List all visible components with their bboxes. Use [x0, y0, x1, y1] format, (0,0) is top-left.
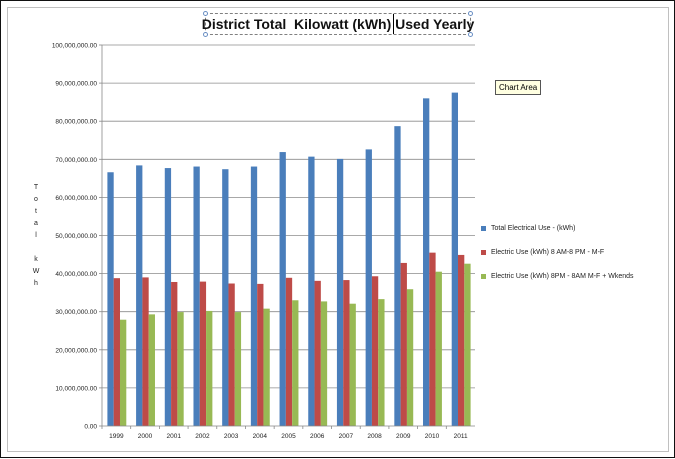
- bar-1-1999[interactable]: [107, 172, 114, 426]
- legend-item[interactable]: Electric Use (kWh) 8 AM-8 PM - M-F: [481, 247, 634, 257]
- chart-title-part-1: District Total Kilowatt (kWh): [201, 16, 392, 32]
- bar-1-2010[interactable]: [423, 98, 430, 426]
- y-axis-title-char: l: [35, 232, 37, 239]
- bar-2-2001[interactable]: [171, 281, 178, 426]
- bar-2-1999[interactable]: [113, 278, 120, 426]
- x-tick-label: 2011: [454, 433, 468, 440]
- legend-label: Electric Use (kWh) 8 AM-8 PM - M-F: [491, 248, 605, 256]
- y-tick-label: 40,000,000.00: [55, 271, 97, 278]
- bar-2-2007[interactable]: [343, 280, 350, 426]
- x-tick-label: 2000: [138, 433, 153, 440]
- y-tick-label: 60,000,000.00: [55, 195, 97, 202]
- bar-2-2004[interactable]: [257, 283, 264, 426]
- bar-2-2000[interactable]: [142, 277, 149, 426]
- y-tick-label: 10,000,000.00: [55, 385, 97, 392]
- chart-area[interactable]: [7, 7, 669, 452]
- legend-label: Total Electrical Use - (kWh): [491, 224, 576, 232]
- legend-label: Electric Use (kWh) 8PM - 8AM M-F + Wkend…: [491, 272, 634, 280]
- x-tick-label: 2005: [281, 433, 296, 440]
- bar-3-1999[interactable]: [119, 319, 127, 426]
- x-tick-label: 2008: [367, 433, 382, 440]
- bar-3-2002[interactable]: [206, 310, 213, 426]
- bar-2-2005[interactable]: [285, 277, 293, 426]
- bar-1-2000[interactable]: [136, 165, 143, 426]
- x-tick-label: 2001: [166, 433, 181, 440]
- bar-3-2008[interactable]: [378, 299, 385, 426]
- chart-title-box[interactable]: District Total Kilowatt (kWh) Used Yearl…: [201, 11, 475, 37]
- bar-3-2010[interactable]: [435, 271, 442, 426]
- y-tick-label: 70,000,000.00: [55, 157, 97, 164]
- chart-area-tooltip: Chart Area: [495, 80, 542, 95]
- bar-2-2011[interactable]: [458, 254, 465, 426]
- bar-1-2008[interactable]: [365, 149, 372, 427]
- bar-3-2009[interactable]: [406, 289, 414, 426]
- x-tick-label: 2007: [339, 433, 354, 440]
- bar-3-2011[interactable]: [464, 263, 471, 426]
- bar-2-2003[interactable]: [228, 283, 235, 426]
- y-axis-title-char: t: [35, 208, 37, 215]
- y-axis-title-char: a: [34, 220, 38, 227]
- y-axis-title-char: T: [33, 184, 39, 191]
- bar-2-2006[interactable]: [314, 280, 321, 426]
- bar-1-2003[interactable]: [222, 169, 229, 426]
- chart-title-part-2: Used Yearly: [391, 16, 475, 32]
- y-tick-label: 90,000,000.00: [55, 81, 97, 88]
- bar-1-2005[interactable]: [279, 152, 286, 426]
- legend-swatch: [481, 249, 486, 255]
- bar-2-2002[interactable]: [199, 281, 207, 426]
- x-tick-label: 2006: [310, 433, 325, 440]
- y-tick-label: 20,000,000.00: [55, 347, 97, 354]
- x-tick-label: 2004: [253, 433, 268, 440]
- resize-handle-bottom-left[interactable]: [203, 32, 208, 37]
- legend-swatch: [481, 273, 486, 279]
- bar-3-2006[interactable]: [320, 301, 328, 426]
- bar-3-2007[interactable]: [349, 303, 356, 426]
- y-tick-label: 100,000,000.00: [52, 43, 98, 50]
- resize-handle-bottom-right[interactable]: [468, 32, 473, 37]
- legend-item[interactable]: Total Electrical Use - (kWh): [481, 223, 634, 233]
- x-tick-label: 2002: [195, 433, 210, 440]
- bar-3-2001[interactable]: [177, 312, 184, 426]
- bar-2-2008[interactable]: [371, 276, 379, 426]
- y-tick-label: 30,000,000.00: [55, 309, 97, 316]
- bar-1-2002[interactable]: [193, 166, 200, 426]
- bar-1-2007[interactable]: [336, 158, 344, 426]
- y-axis-title-char: W: [32, 268, 40, 275]
- text-cursor: [393, 14, 394, 34]
- bar-1-2011[interactable]: [451, 92, 459, 426]
- y-tick-label: 50,000,000.00: [55, 233, 97, 240]
- x-tick-label: 2003: [224, 433, 239, 440]
- y-axis-title-char: k: [34, 256, 38, 263]
- bar-2-2010[interactable]: [429, 252, 436, 426]
- chart-legend[interactable]: Total Electrical Use - (kWh) Electric Use…: [481, 223, 634, 295]
- bar-3-2005[interactable]: [292, 300, 299, 426]
- x-tick-label: 2010: [425, 433, 440, 440]
- bar-3-2000[interactable]: [148, 314, 155, 426]
- x-tick-label: 2009: [396, 433, 411, 440]
- y-axis-title-char: h: [34, 280, 38, 287]
- legend-swatch: [481, 225, 486, 231]
- x-tick-label: 1999: [109, 433, 124, 440]
- bar-2-2009[interactable]: [400, 262, 407, 426]
- bar-1-2004[interactable]: [250, 166, 258, 426]
- legend-item[interactable]: Electric Use (kWh) 8PM - 8AM M-F + Wkend…: [481, 271, 634, 281]
- bar-3-2004[interactable]: [263, 308, 270, 426]
- bar-1-2009[interactable]: [394, 126, 401, 426]
- resize-handle-top-right[interactable]: [468, 11, 473, 16]
- y-tick-label: 80,000,000.00: [55, 119, 97, 126]
- bar-3-2003[interactable]: [234, 312, 242, 426]
- y-tick-label: 0.00: [84, 424, 97, 431]
- resize-handle-top-left[interactable]: [203, 11, 208, 16]
- y-axis-title-char: o: [34, 196, 38, 203]
- bar-1-2001[interactable]: [164, 168, 172, 427]
- bar-1-2006[interactable]: [308, 156, 315, 426]
